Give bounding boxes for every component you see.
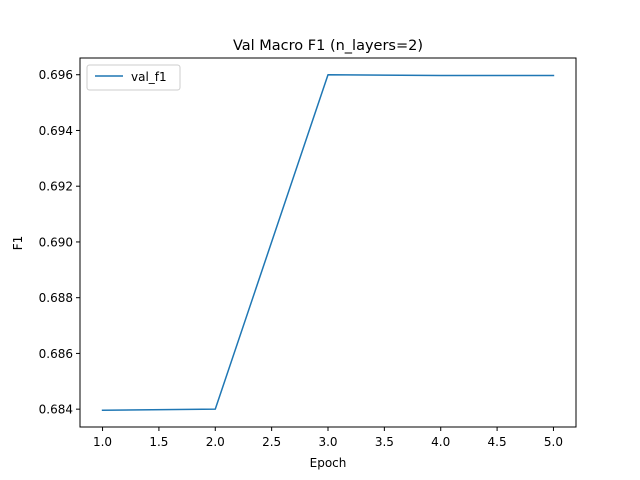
y-tick-label: 0.692 bbox=[39, 180, 73, 194]
chart-title: Val Macro F1 (n_layers=2) bbox=[233, 38, 423, 54]
x-tick-label: 1.5 bbox=[149, 435, 168, 449]
x-tick-label: 2.0 bbox=[206, 435, 225, 449]
series-layer bbox=[101, 73, 555, 412]
y-tick-label: 0.696 bbox=[39, 68, 73, 82]
y-tick-label: 0.688 bbox=[39, 291, 73, 305]
plot-area bbox=[79, 57, 577, 428]
legend-box bbox=[86, 64, 181, 91]
y-tick-label: 0.684 bbox=[39, 403, 73, 417]
y-axis-label: F1 bbox=[11, 236, 25, 251]
x-axis-ticks: 1.0 1.5 2.0 2.5 3.0 3.5 4.0 4.5 5.0 bbox=[93, 427, 563, 449]
x-tick-label: 4.0 bbox=[431, 435, 450, 449]
x-tick-label: 4.5 bbox=[488, 435, 507, 449]
x-tick-label: 1.0 bbox=[93, 435, 112, 449]
x-tick-label: 3.5 bbox=[375, 435, 394, 449]
y-axis-ticks: 0.684 0.686 0.688 0.690 0.692 0.694 0.696 bbox=[39, 68, 80, 417]
x-tick-label: 3.0 bbox=[318, 435, 337, 449]
x-tick-label: 2.5 bbox=[262, 435, 281, 449]
y-tick-label: 0.690 bbox=[39, 235, 73, 249]
y-tick-label: 0.686 bbox=[39, 347, 73, 361]
legend-label-val-f1: val_f1 bbox=[131, 70, 167, 84]
x-axis-label: Epoch bbox=[310, 456, 347, 470]
series-line-val-f1 bbox=[101, 73, 555, 412]
x-tick-label: 5.0 bbox=[544, 435, 563, 449]
y-tick-label: 0.694 bbox=[39, 124, 73, 138]
axes-frame bbox=[79, 57, 577, 428]
legend: val_f1 bbox=[86, 64, 181, 91]
